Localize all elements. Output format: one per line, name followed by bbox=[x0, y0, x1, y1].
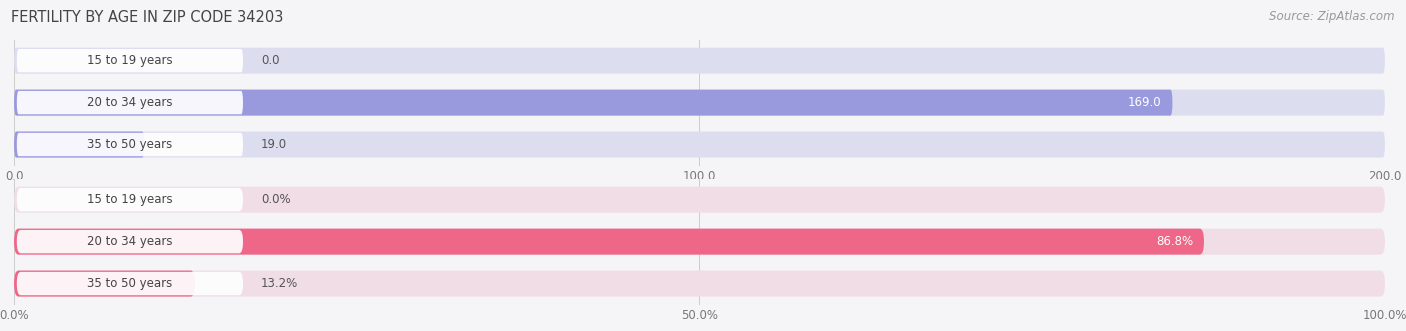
FancyBboxPatch shape bbox=[14, 131, 145, 158]
Text: FERTILITY BY AGE IN ZIP CODE 34203: FERTILITY BY AGE IN ZIP CODE 34203 bbox=[11, 10, 284, 25]
FancyBboxPatch shape bbox=[14, 229, 1204, 255]
Text: 169.0: 169.0 bbox=[1128, 96, 1161, 109]
FancyBboxPatch shape bbox=[14, 187, 1385, 213]
Text: Source: ZipAtlas.com: Source: ZipAtlas.com bbox=[1270, 10, 1395, 23]
Text: 35 to 50 years: 35 to 50 years bbox=[87, 277, 173, 290]
Text: 15 to 19 years: 15 to 19 years bbox=[87, 54, 173, 67]
Text: 13.2%: 13.2% bbox=[262, 277, 298, 290]
FancyBboxPatch shape bbox=[17, 188, 243, 212]
FancyBboxPatch shape bbox=[17, 230, 243, 253]
Text: 0.0: 0.0 bbox=[262, 54, 280, 67]
FancyBboxPatch shape bbox=[14, 270, 195, 297]
FancyBboxPatch shape bbox=[17, 272, 243, 295]
Text: 19.0: 19.0 bbox=[262, 138, 287, 151]
FancyBboxPatch shape bbox=[14, 48, 1385, 74]
FancyBboxPatch shape bbox=[14, 270, 1385, 297]
FancyBboxPatch shape bbox=[17, 133, 243, 156]
Text: 86.8%: 86.8% bbox=[1156, 235, 1192, 248]
FancyBboxPatch shape bbox=[14, 229, 1385, 255]
Text: 35 to 50 years: 35 to 50 years bbox=[87, 138, 173, 151]
Text: 0.0%: 0.0% bbox=[262, 193, 291, 206]
Text: 20 to 34 years: 20 to 34 years bbox=[87, 96, 173, 109]
Text: 20 to 34 years: 20 to 34 years bbox=[87, 235, 173, 248]
Text: 15 to 19 years: 15 to 19 years bbox=[87, 193, 173, 206]
FancyBboxPatch shape bbox=[17, 91, 243, 114]
FancyBboxPatch shape bbox=[14, 131, 1385, 158]
FancyBboxPatch shape bbox=[14, 90, 1173, 116]
FancyBboxPatch shape bbox=[17, 49, 243, 72]
FancyBboxPatch shape bbox=[14, 90, 1385, 116]
